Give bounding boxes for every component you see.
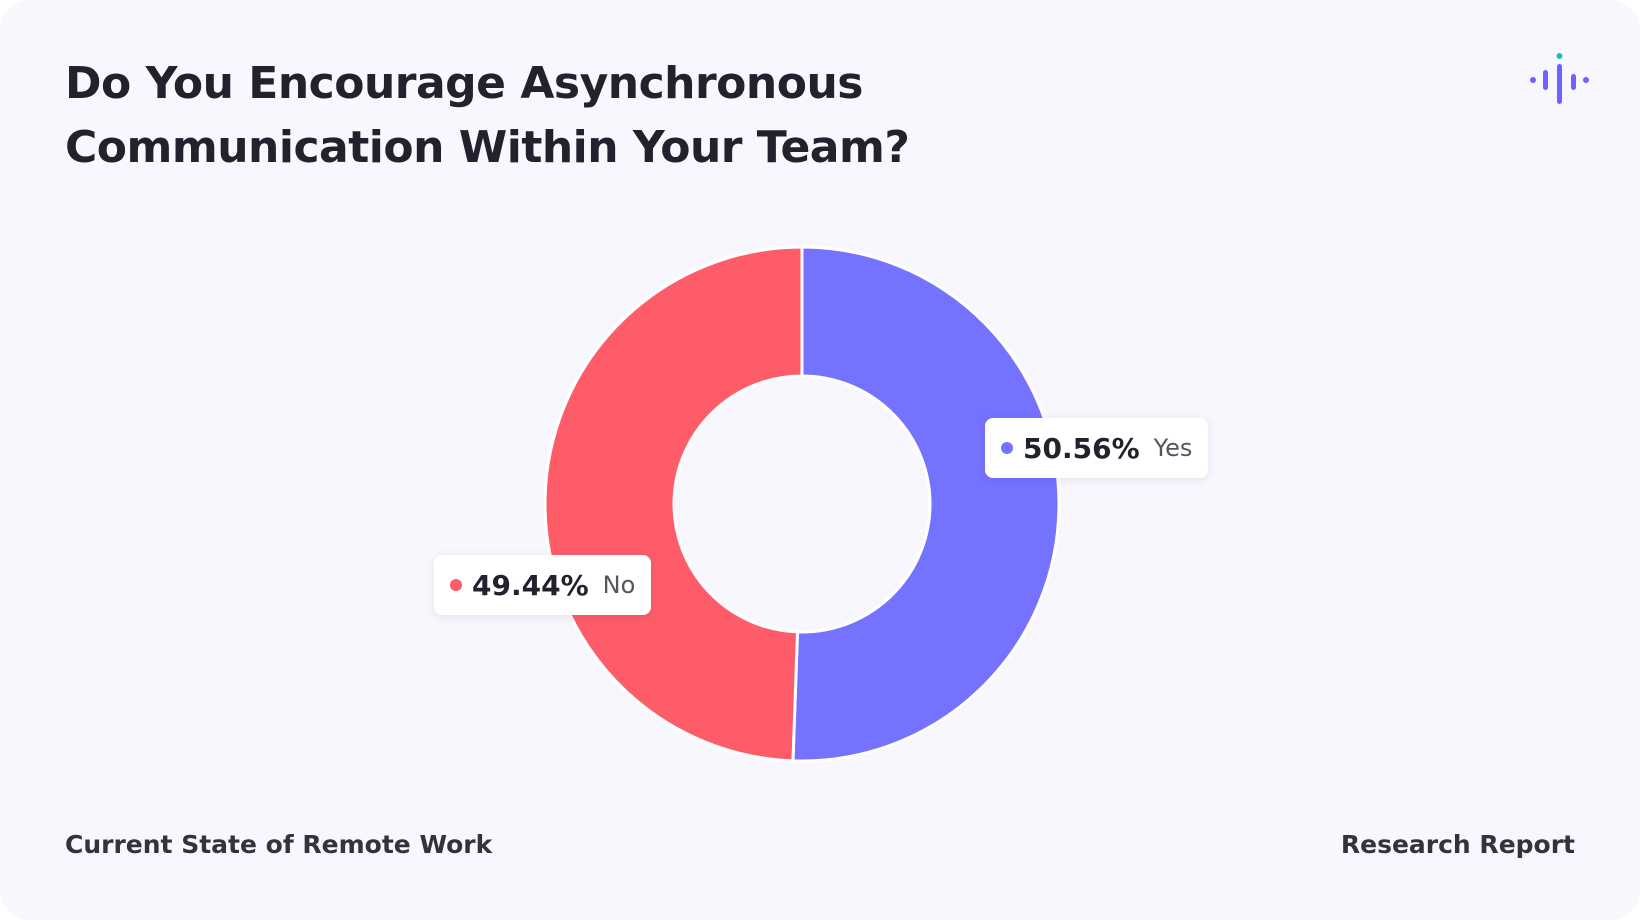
footer-source: Current State of Remote Work [65, 830, 493, 859]
data-label-yes-value: 50.56% [1023, 431, 1140, 465]
donut-slice-yes [791, 245, 1061, 763]
data-label-no-category: No [602, 571, 636, 599]
audio-waveform-icon [1530, 53, 1589, 104]
footer-report: Research Report [1340, 830, 1575, 859]
data-label-yes: 50.56% Yes [985, 418, 1209, 478]
legend-dot-yes [1001, 442, 1013, 454]
data-label-no: 49.44% No [434, 555, 652, 615]
legend-dot-no [450, 579, 462, 591]
data-label-yes-category: Yes [1153, 434, 1193, 462]
donut-slice-no [543, 245, 804, 763]
data-label-no-value: 49.44% [472, 568, 589, 602]
chart-title: Do You Encourage Asynchronous Communicat… [65, 58, 910, 173]
